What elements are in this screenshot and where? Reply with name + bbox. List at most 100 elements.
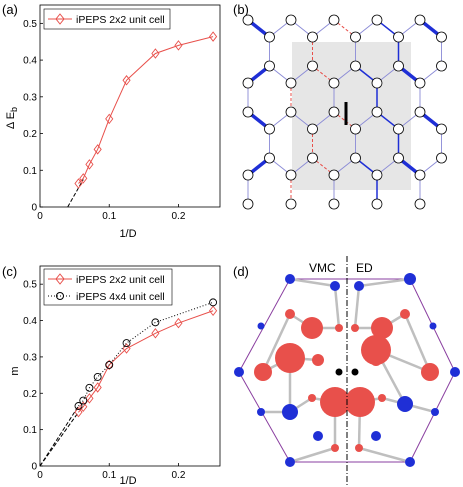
lattice-site (307, 152, 318, 164)
chart-c-point (209, 298, 218, 307)
chart-a-xlabel: 1/D (119, 228, 136, 240)
lattice-site (371, 14, 383, 26)
panel-d-site (313, 431, 323, 441)
panel-d-site (285, 309, 295, 319)
chart-a-point (151, 48, 160, 59)
lattice-site (328, 169, 340, 181)
chart-c-legend-marker-1 (55, 273, 65, 285)
lattice-site (307, 123, 318, 135)
lattice-site (371, 106, 383, 118)
panel-d-site (351, 368, 359, 376)
chart-c-ytick-label: 0.2 (23, 389, 37, 400)
chart-c-point (151, 328, 160, 339)
panel-d-site (312, 354, 324, 366)
lattice-site (242, 77, 254, 89)
panel-d-site (345, 387, 375, 417)
chart-c-legend-label-2: iPEPS 4x4 unit cell (76, 291, 165, 303)
chart-c-point (151, 318, 160, 327)
lattice-site (264, 123, 275, 135)
chart-a-extrapolation-line (67, 179, 84, 208)
panel-d-site (351, 324, 359, 332)
chart-a-legend: iPEPS 2x2 unit cell (43, 8, 171, 30)
panel-d-site (361, 335, 391, 365)
chart-c-point (85, 393, 94, 404)
chart-c-xtick-label: 0.2 (172, 470, 186, 481)
chart-c-point (209, 305, 218, 316)
panel-d-site (335, 324, 343, 332)
chart-c-ytick-label: 0.4 (23, 316, 37, 327)
panel-d-site (285, 457, 295, 467)
chart-a-point (105, 113, 114, 125)
chart-c-point (74, 406, 83, 418)
panel-d-site (421, 363, 439, 381)
chart-a-ytick-label: 0.4 (23, 56, 37, 67)
panel-d-left-label: VMC (309, 261, 336, 275)
chart-a-ylabel-sub: b (9, 107, 19, 112)
lattice-site (414, 14, 426, 26)
chart-a-legend-marker (55, 13, 65, 25)
chart-a-xtick-label: 0.2 (172, 211, 186, 222)
chart-c-point (79, 396, 88, 405)
panel-d-site (234, 367, 244, 377)
chart-c-point (93, 372, 102, 381)
panel-d-site (429, 322, 437, 330)
lattice-site (285, 14, 297, 26)
panel-d-right-label: ED (356, 261, 373, 275)
lattice-site (436, 152, 447, 164)
chart-a-ylabel-main: Δ E (5, 112, 17, 129)
panel-d-site (320, 387, 350, 417)
lattice-site (328, 77, 340, 89)
panel-d-site (378, 394, 386, 402)
chart-c-point (105, 360, 114, 369)
chart-c-extrapolation-line (39, 411, 79, 467)
panel-label-b: (b) (233, 2, 249, 17)
chart-c-point (93, 382, 102, 393)
panel-d-site (257, 408, 265, 416)
lattice-site (242, 14, 254, 26)
lattice-site (350, 60, 361, 72)
lattice-site (242, 106, 254, 118)
panel-d-site (355, 444, 363, 452)
panel-d-site (335, 368, 343, 376)
panel-d-site (331, 444, 339, 452)
chart-a-point (122, 75, 131, 86)
lattice-site (414, 198, 426, 210)
chart-a-point (85, 159, 94, 170)
chart-a-legend-label: iPEPS 2x2 unit cell (76, 14, 165, 26)
lattice-site (436, 123, 447, 135)
panel-label-a: (a) (2, 2, 18, 17)
chart-c-point (79, 401, 88, 412)
chart-a-point (174, 40, 183, 51)
panel-d-site (371, 431, 381, 441)
chart-c-point (85, 383, 94, 392)
panel-label-c: (c) (2, 264, 17, 279)
panel-d-site (275, 343, 305, 373)
panel-d-site (285, 274, 295, 284)
chart-a-energy-gap: 0 0.1 0.2 0 0.1 0.2 0.3 0.4 0.5 1/D Δ Eb iPEPS 2… (5, 4, 221, 240)
lattice-site (264, 152, 275, 164)
lattice-site (285, 198, 297, 210)
lattice-site (414, 169, 426, 181)
panel-d-bond (353, 285, 361, 329)
lattice-site (285, 169, 297, 181)
lattice-site (414, 77, 426, 89)
lattice-site (393, 152, 404, 164)
panel-d-site (450, 367, 460, 377)
panel-d-site (330, 281, 340, 291)
lattice-site (371, 198, 383, 210)
chart-a-legend-box (43, 8, 171, 30)
lattice-site (328, 198, 340, 210)
lattice-site (242, 198, 254, 210)
chart-a-series-0-line (78, 36, 214, 184)
lattice-site (307, 60, 318, 72)
chart-c-legend-label-1: iPEPS 2x2 unit cell (76, 274, 165, 286)
panel-d-site (354, 281, 364, 291)
panel-d-bond (403, 313, 432, 373)
chart-c-series-1-line (78, 301, 214, 407)
panel-d-bond (289, 277, 336, 288)
chart-c-xlabel: 1/D (119, 475, 136, 487)
lattice-site (328, 106, 340, 118)
chart-a-ytick-label: 0.5 (23, 19, 37, 30)
panel-d-site (400, 309, 410, 319)
chart-a-ytick-label: 0 (31, 203, 37, 214)
